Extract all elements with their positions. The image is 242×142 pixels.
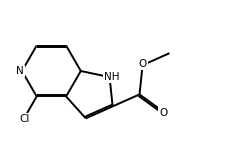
Text: N: N [16, 66, 24, 76]
Text: O: O [159, 108, 167, 118]
Text: NH: NH [104, 72, 119, 82]
Text: O: O [138, 59, 147, 69]
Text: Cl: Cl [20, 114, 30, 124]
